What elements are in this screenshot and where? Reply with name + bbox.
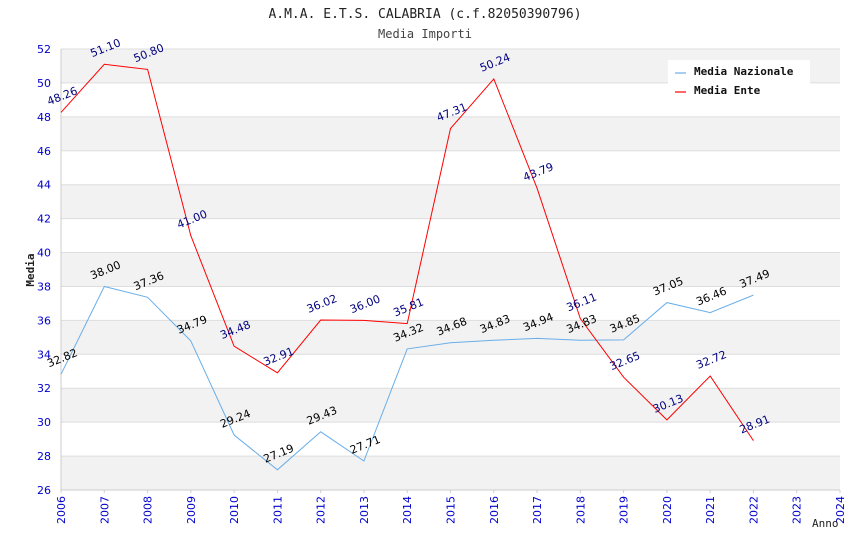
y-axis-label: Media <box>24 253 37 286</box>
x-tick-label: 2007 <box>98 496 111 524</box>
y-tick-label: 38 <box>37 280 51 293</box>
plot-band <box>61 116 840 151</box>
chart-title: A.M.A. E.T.S. CALABRIA (c.f.82050390796) <box>268 7 581 22</box>
data-label-media-ente: 36.02 <box>305 292 339 316</box>
x-tick-label: 2013 <box>358 496 371 524</box>
plot-band <box>61 320 840 355</box>
y-tick-label: 30 <box>37 416 51 429</box>
x-tick-label: 2012 <box>315 496 328 524</box>
y-axis-ticks: 26 28 30 32 34 36 38 40 42 44 46 48 50 52 <box>37 43 51 497</box>
y-tick-label: 52 <box>37 43 51 56</box>
x-tick-label: 2019 <box>618 496 631 524</box>
legend-background <box>668 60 810 102</box>
y-tick-label: 42 <box>37 213 51 226</box>
x-tick-label: 2022 <box>747 496 760 524</box>
series-line-media-nazionale <box>60 285 754 471</box>
legend-label-media-ente: Media Ente <box>694 84 761 97</box>
y-tick-label: 48 <box>37 111 51 124</box>
series-lines <box>60 63 754 471</box>
x-tick-label: 2021 <box>704 496 717 524</box>
data-label-media-nazionale: 36.46 <box>694 285 728 309</box>
data-label-media-nazionale: 27.71 <box>348 433 382 457</box>
y-tick-label: 46 <box>37 145 51 158</box>
x-axis-ticks: 2006 2007 2008 2009 2010 2011 2012 2013 2014 2015… <box>55 490 847 524</box>
plot-band <box>61 388 840 423</box>
y-tick-label: 40 <box>37 247 51 260</box>
x-tick-label: 2016 <box>488 496 501 524</box>
y-tick-label: 26 <box>37 484 51 497</box>
x-tick-label: 2023 <box>791 496 804 524</box>
x-tick-label: 2006 <box>55 496 68 524</box>
y-tick-label: 32 <box>37 382 51 395</box>
x-tick-label: 2008 <box>142 496 155 524</box>
x-tick-label: 2020 <box>661 496 674 524</box>
plot-band <box>61 456 840 490</box>
y-tick-label: 44 <box>37 179 51 192</box>
x-tick-label: 2014 <box>401 496 414 524</box>
x-tick-label: 2018 <box>574 496 587 524</box>
x-tick-label: 2011 <box>271 496 284 524</box>
y-tick-label: 50 <box>37 77 51 90</box>
x-tick-label: 2010 <box>228 496 241 524</box>
legend: Media Nazionale Media Ente <box>668 60 810 102</box>
legend-label-media-nazionale: Media Nazionale <box>694 65 794 78</box>
y-tick-label: 36 <box>37 314 51 327</box>
data-label-media-ente: 43.79 <box>521 160 555 184</box>
x-axis-label: Anno <box>812 517 839 530</box>
chart-subtitle: Media Importi <box>378 27 472 41</box>
x-tick-label: 2024 <box>834 496 847 524</box>
series-line-media-ente <box>60 63 754 441</box>
y-tick-label: 34 <box>37 348 51 361</box>
data-label-media-ente: 36.11 <box>565 290 599 314</box>
data-label-media-ente: 36.00 <box>348 292 382 316</box>
x-tick-label: 2015 <box>445 496 458 524</box>
plot-band <box>61 184 840 219</box>
plot-band <box>61 252 840 287</box>
x-tick-label: 2017 <box>531 496 544 524</box>
x-tick-label: 2009 <box>185 496 198 524</box>
plot-background-bands <box>61 49 840 490</box>
y-tick-label: 28 <box>37 450 51 463</box>
